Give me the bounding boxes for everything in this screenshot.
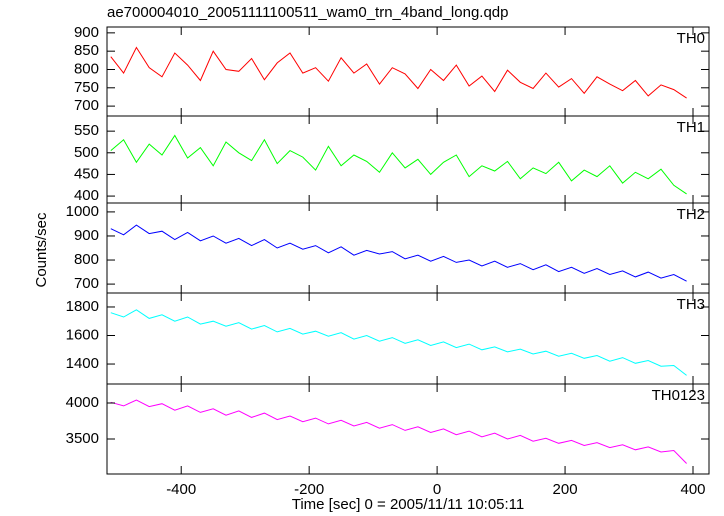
y-tick-label: 900 — [74, 24, 99, 41]
panel-frame — [106, 202, 710, 294]
y-tick-label: 1000 — [66, 203, 99, 220]
y-tick-label: 400 — [74, 187, 99, 204]
y-tick-label: 3500 — [66, 430, 99, 447]
x-tick-label: 200 — [553, 481, 578, 498]
data-line — [110, 46, 687, 99]
panel-frame — [106, 383, 710, 475]
x-tick-label: 0 — [433, 481, 441, 498]
data-line — [110, 134, 687, 195]
x-axis-label: Time [sec] 0 = 2005/11/11 10:05:11 — [292, 496, 525, 513]
panel-label: TH3 — [677, 296, 705, 313]
x-tick-label: 400 — [680, 481, 705, 498]
chart-title: ae700004010_20051111100511_wam0_trn_4ban… — [107, 4, 508, 21]
y-tick-label: 4000 — [66, 394, 99, 411]
panel-frame — [106, 292, 710, 385]
y-tick-label: 500 — [74, 144, 99, 161]
panel-label: TH0123 — [652, 387, 705, 404]
y-tick-label: 750 — [74, 79, 99, 96]
data-line — [110, 224, 687, 282]
panel-frame — [106, 26, 710, 117]
y-tick-label: 800 — [74, 60, 99, 77]
y-tick-label: 450 — [74, 165, 99, 182]
y-tick-label: 1800 — [66, 298, 99, 315]
panel-label: TH2 — [677, 206, 705, 223]
panel-label: TH0 — [677, 30, 705, 47]
y-tick-label: 900 — [74, 227, 99, 244]
y-axis-label: Counts/sec — [33, 212, 50, 288]
panel-frame — [106, 115, 710, 204]
y-tick-label: 700 — [74, 275, 99, 292]
data-line — [110, 399, 687, 464]
panel-label: TH1 — [677, 119, 705, 136]
y-tick-label: 800 — [74, 251, 99, 268]
y-tick-label: 850 — [74, 42, 99, 59]
data-line — [110, 309, 687, 376]
y-tick-label: 1400 — [66, 355, 99, 372]
y-tick-label: 700 — [74, 97, 99, 114]
x-tick-label: -200 — [294, 481, 324, 498]
y-tick-label: 550 — [74, 122, 99, 139]
y-tick-label: 1600 — [66, 326, 99, 343]
x-tick-label: -400 — [166, 481, 196, 498]
